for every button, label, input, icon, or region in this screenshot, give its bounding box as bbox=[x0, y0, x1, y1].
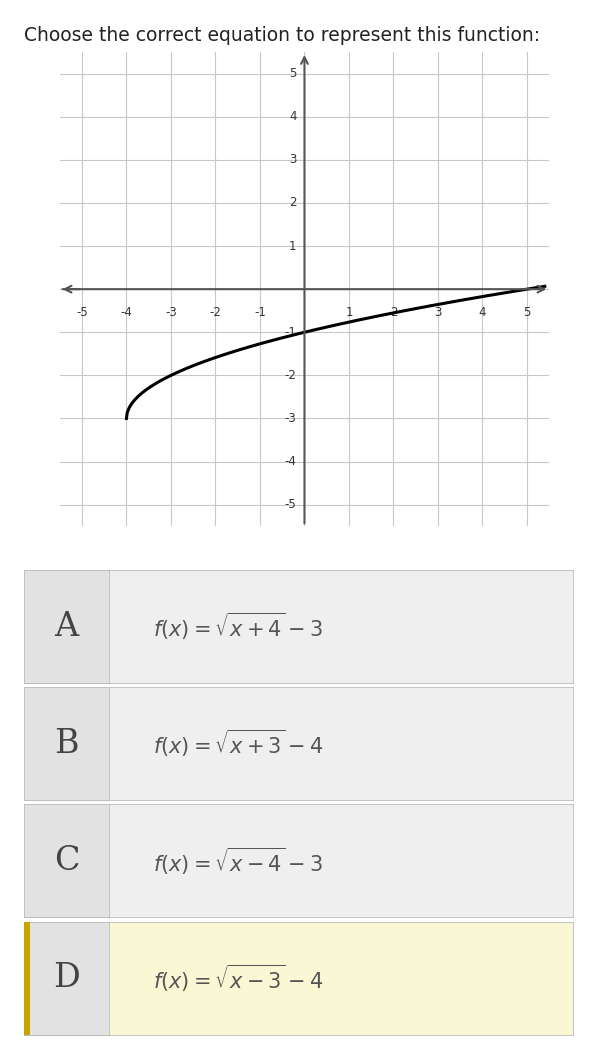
Text: 1: 1 bbox=[289, 240, 297, 252]
Text: 3: 3 bbox=[434, 305, 442, 319]
Text: D: D bbox=[53, 962, 80, 994]
Text: -5: -5 bbox=[285, 498, 297, 512]
Text: 3: 3 bbox=[289, 153, 297, 167]
Text: -3: -3 bbox=[165, 305, 177, 319]
Text: $f(x) = \sqrt{x+3} - 4$: $f(x) = \sqrt{x+3} - 4$ bbox=[153, 728, 323, 760]
Text: $f(x) = \sqrt{x-4} - 3$: $f(x) = \sqrt{x-4} - 3$ bbox=[153, 845, 323, 876]
Text: A: A bbox=[54, 611, 79, 643]
Text: $f(x) = \sqrt{x+4} - 3$: $f(x) = \sqrt{x+4} - 3$ bbox=[153, 611, 323, 642]
Text: B: B bbox=[54, 727, 79, 760]
Text: Choose the correct equation to represent this function:: Choose the correct equation to represent… bbox=[24, 26, 540, 45]
Text: 2: 2 bbox=[289, 197, 297, 209]
Text: -4: -4 bbox=[285, 455, 297, 468]
Text: -1: -1 bbox=[254, 305, 266, 319]
Text: 2: 2 bbox=[390, 305, 397, 319]
Text: 5: 5 bbox=[524, 305, 531, 319]
Text: -5: -5 bbox=[76, 305, 88, 319]
Text: 4: 4 bbox=[289, 110, 297, 123]
Text: -2: -2 bbox=[285, 369, 297, 381]
Text: 4: 4 bbox=[479, 305, 486, 319]
Text: -3: -3 bbox=[285, 412, 297, 425]
Text: C: C bbox=[54, 845, 79, 877]
Text: $f(x) = \sqrt{x-3} - 4$: $f(x) = \sqrt{x-3} - 4$ bbox=[153, 963, 323, 994]
Text: -2: -2 bbox=[210, 305, 221, 319]
Text: 5: 5 bbox=[289, 67, 297, 80]
Text: -4: -4 bbox=[121, 305, 133, 319]
Text: -1: -1 bbox=[285, 326, 297, 339]
Text: 1: 1 bbox=[345, 305, 353, 319]
